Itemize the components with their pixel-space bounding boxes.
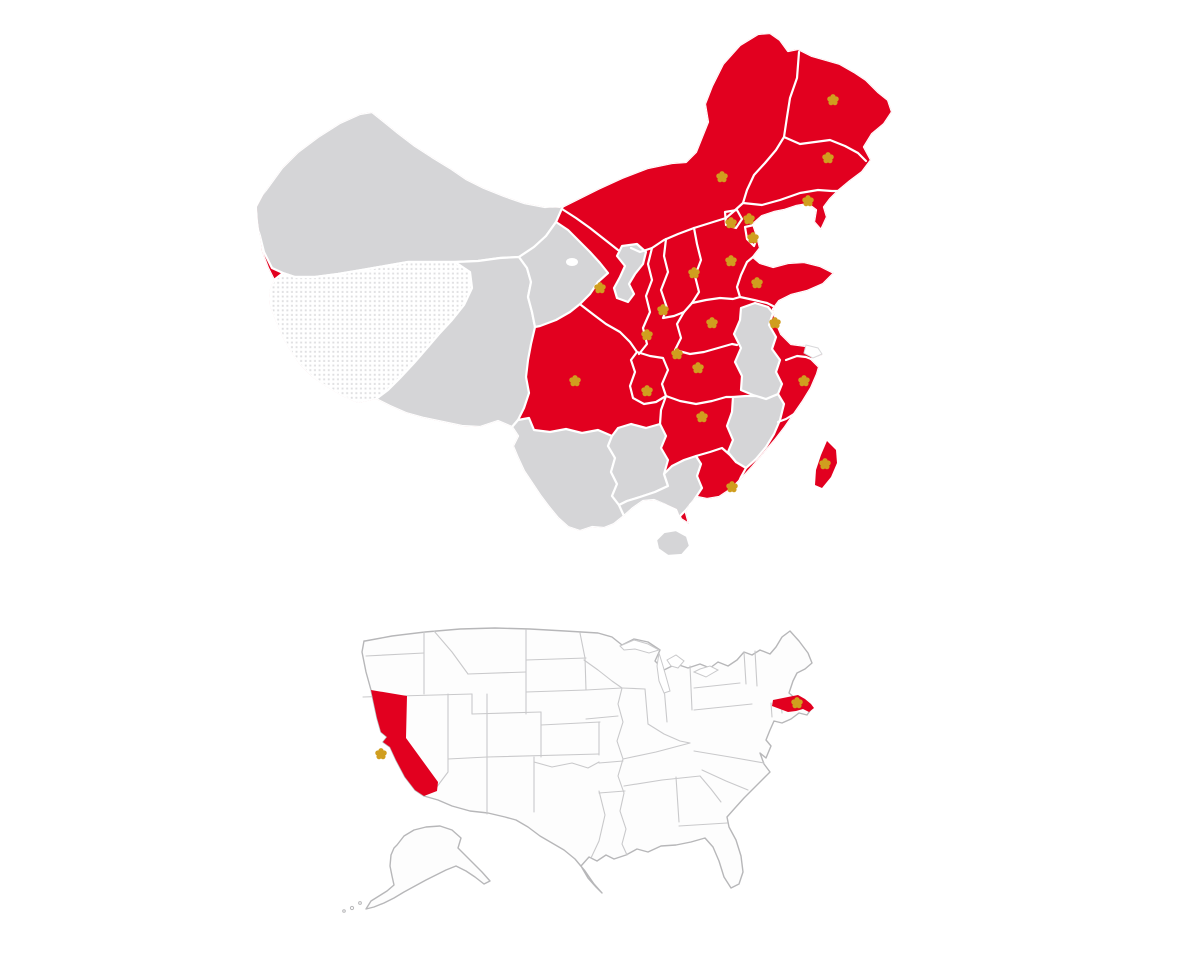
region-ningxia bbox=[612, 242, 648, 304]
region-hainan bbox=[654, 528, 692, 558]
region-xinjiang bbox=[257, 110, 565, 279]
region-jiangxi bbox=[725, 392, 786, 470]
region-anhui bbox=[732, 301, 784, 401]
china-map bbox=[257, 33, 892, 558]
great-lakes bbox=[619, 639, 720, 694]
region-alaska bbox=[365, 825, 491, 910]
us-map bbox=[342, 627, 814, 913]
aleutian-islet bbox=[358, 901, 362, 905]
region-yunnan bbox=[510, 416, 626, 531]
china-province-borders bbox=[560, 50, 868, 488]
location-marker-california bbox=[375, 748, 387, 760]
qinghai-lake bbox=[566, 258, 578, 266]
region-shanghai bbox=[803, 344, 823, 359]
aleutian-islet bbox=[349, 905, 355, 911]
region-california bbox=[371, 690, 438, 796]
aleutian-islet bbox=[342, 909, 346, 913]
region-qinghai bbox=[517, 220, 610, 329]
